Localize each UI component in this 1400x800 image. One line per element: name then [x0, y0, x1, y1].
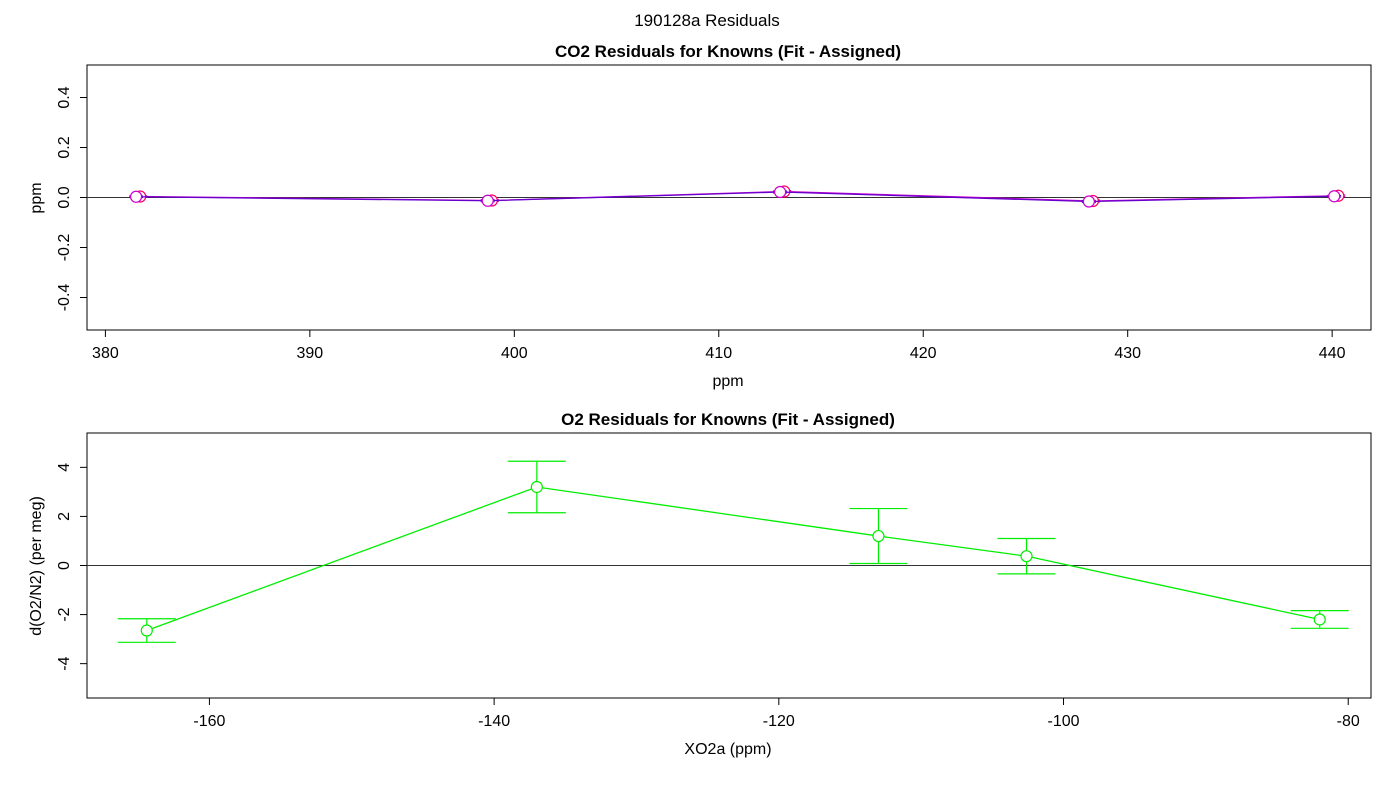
- o2-x-tick-label: -160: [193, 713, 225, 730]
- co2-data-point: [1082, 195, 1095, 208]
- o2-y-axis-label: d(O2/N2) (per meg): [28, 496, 45, 636]
- co2-series-line: [136, 191, 1335, 203]
- o2-y-tick-label: 0: [56, 561, 73, 570]
- o2-y-tick-label: -4: [56, 656, 73, 670]
- co2-y-tick-label: 0.2: [56, 136, 73, 158]
- o2-x-tick-label: -100: [1048, 713, 1080, 730]
- o2-data-point: [872, 529, 885, 543]
- co2-x-tick-label: 410: [705, 345, 732, 362]
- co2-panel-title: CO2 Residuals for Knowns (Fit - Assigned…: [555, 42, 901, 61]
- co2-y-tick-label: 0.4: [56, 86, 73, 108]
- co2-x-tick-label: 380: [92, 345, 119, 362]
- co2-x-axis-label: ppm: [712, 373, 743, 390]
- o2-x-tick-label: -140: [478, 713, 510, 730]
- co2-x-tick-label: 440: [1319, 345, 1346, 362]
- co2-x-tick-label: 390: [297, 345, 324, 362]
- o2-y-tick-label: -2: [56, 607, 73, 621]
- o2-y-tick-label: 4: [56, 463, 73, 472]
- o2-data-point: [530, 480, 543, 494]
- o2-data-point: [140, 624, 153, 637]
- co2-data-point: [1328, 190, 1341, 203]
- co2-y-axis-label: ppm: [28, 182, 45, 213]
- co2-x-tick-label: 430: [1114, 345, 1141, 362]
- o2-data-point: [1313, 613, 1326, 626]
- o2-residuals-panel: O2 Residuals for Knowns (Fit - Assigned)…: [28, 410, 1372, 758]
- co2-y-tick-label: -0.4: [56, 284, 73, 312]
- co2-data-point: [129, 190, 143, 203]
- figure-title: 190128a Residuals: [634, 11, 780, 30]
- o2-y-tick-label: 2: [56, 512, 73, 521]
- o2-x-tick-label: -120: [763, 713, 795, 730]
- co2-data-point: [774, 185, 787, 199]
- co2-data-point: [481, 194, 494, 207]
- co2-residuals-panel: CO2 Residuals for Knowns (Fit - Assigned…: [28, 42, 1372, 390]
- co2-x-tick-label: 420: [910, 345, 937, 362]
- co2-y-tick-label: 0.0: [56, 186, 73, 208]
- co2-x-tick-label: 400: [501, 345, 528, 362]
- o2-x-tick-label: -80: [1337, 713, 1360, 730]
- o2-x-axis-label: XO2a (ppm): [684, 741, 771, 758]
- co2-y-tick-label: -0.2: [56, 234, 73, 262]
- o2-series-line: [146, 486, 1320, 632]
- o2-panel-title: O2 Residuals for Knowns (Fit - Assigned): [561, 410, 895, 429]
- o2-data-point: [1020, 550, 1033, 563]
